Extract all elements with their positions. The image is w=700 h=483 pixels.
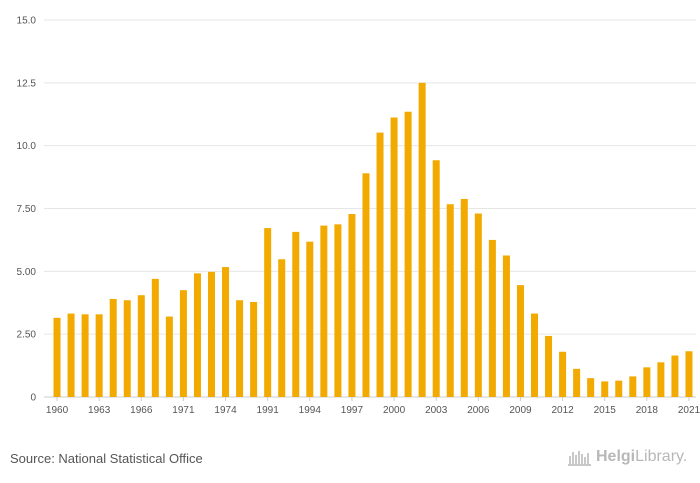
x-tick-label: 2018: [636, 405, 659, 416]
x-tick-label: 1974: [214, 405, 237, 416]
bar-1965[interactable]: [123, 300, 131, 397]
bar-2009[interactable]: [516, 285, 524, 397]
bar-2017[interactable]: [629, 376, 637, 397]
x-tick-label: 1997: [341, 405, 364, 416]
y-tick-label: 10.0: [17, 141, 37, 152]
bar-1976[interactable]: [250, 302, 258, 397]
x-tick-label: 1960: [46, 405, 69, 416]
bar-1970[interactable]: [165, 316, 173, 397]
bar-1961[interactable]: [67, 313, 75, 397]
bar-1992[interactable]: [278, 259, 286, 397]
x-tick-label: 1994: [299, 405, 322, 416]
x-axis-ticks: 1960 1963 1966 1971 1974 1991 1994 1997 2000 2003…: [46, 397, 700, 416]
x-tick-label: 1966: [130, 405, 153, 416]
bar-1960[interactable]: [53, 317, 61, 397]
bar-2000[interactable]: [390, 117, 398, 398]
x-tick-label: 2012: [551, 405, 574, 416]
brand-name: Helgi: [596, 448, 636, 465]
x-tick-label: 2021: [678, 405, 700, 416]
bar-2007[interactable]: [488, 239, 496, 397]
x-tick-label: 2003: [425, 405, 448, 416]
bar-2008[interactable]: [502, 255, 510, 398]
bar-2005[interactable]: [460, 198, 468, 397]
brand-logo[interactable]: Helgi Library.: [568, 448, 687, 466]
bar-1964[interactable]: [109, 298, 117, 397]
x-tick-label: 2015: [594, 405, 617, 416]
x-tick-label: 2000: [383, 405, 406, 416]
x-tick-label: 1963: [88, 405, 111, 416]
x-tick-label: 2006: [467, 405, 490, 416]
bar-1974[interactable]: [222, 267, 230, 397]
bar-2003[interactable]: [432, 160, 440, 397]
bar-2019[interactable]: [657, 362, 665, 397]
bar-2020[interactable]: [671, 355, 679, 397]
y-tick-label: 15.0: [17, 16, 37, 27]
y-tick-label: 7.50: [17, 204, 37, 215]
bar-1972[interactable]: [193, 273, 201, 397]
x-tick-label: 2009: [509, 405, 532, 416]
x-tick-label: 1971: [172, 405, 195, 416]
bars: [53, 82, 693, 398]
bar-1973[interactable]: [208, 271, 215, 397]
bar-2004[interactable]: [446, 204, 454, 397]
bar-2021[interactable]: [685, 351, 693, 397]
x-tick-label: 1991: [257, 405, 280, 416]
helgi-library-logo-icon: [568, 451, 591, 466]
y-tick-label: 2.50: [17, 330, 37, 341]
bar-1999[interactable]: [376, 132, 384, 397]
bar-1966[interactable]: [137, 295, 145, 397]
bar-2001[interactable]: [404, 111, 412, 398]
y-axis-ticks: 0 2.50 5.00 7.50 10.0 12.5 15.0: [17, 16, 37, 404]
bar-1971[interactable]: [179, 290, 187, 397]
y-tick-label: 5.00: [17, 267, 37, 278]
bar-2002[interactable]: [418, 82, 426, 397]
bar-1996[interactable]: [334, 224, 342, 397]
bar-2014[interactable]: [587, 378, 595, 397]
bar-2013[interactable]: [573, 368, 581, 397]
brand-suffix: Library.: [635, 448, 688, 465]
bar-1962[interactable]: [81, 314, 89, 397]
bar-2011[interactable]: [545, 335, 553, 397]
bar-1994[interactable]: [306, 241, 314, 397]
y-tick-label: 0: [30, 393, 36, 404]
bar-2010[interactable]: [531, 313, 538, 397]
bar-1991[interactable]: [264, 228, 272, 397]
bar-1997[interactable]: [348, 214, 356, 397]
bar-2015[interactable]: [601, 381, 609, 397]
source-note: Source: National Statistical Office: [10, 451, 203, 466]
y-tick-label: 12.5: [17, 78, 37, 89]
bar-1993[interactable]: [292, 231, 300, 397]
bar-1995[interactable]: [320, 225, 328, 397]
bar-1967[interactable]: [151, 278, 159, 397]
bar-1975[interactable]: [236, 300, 244, 397]
bar-2016[interactable]: [615, 380, 623, 397]
bar-2012[interactable]: [559, 351, 567, 397]
bar-1998[interactable]: [362, 173, 370, 397]
bar-2018[interactable]: [643, 367, 651, 397]
bar-2006[interactable]: [474, 213, 482, 397]
bar-1963[interactable]: [95, 314, 103, 397]
